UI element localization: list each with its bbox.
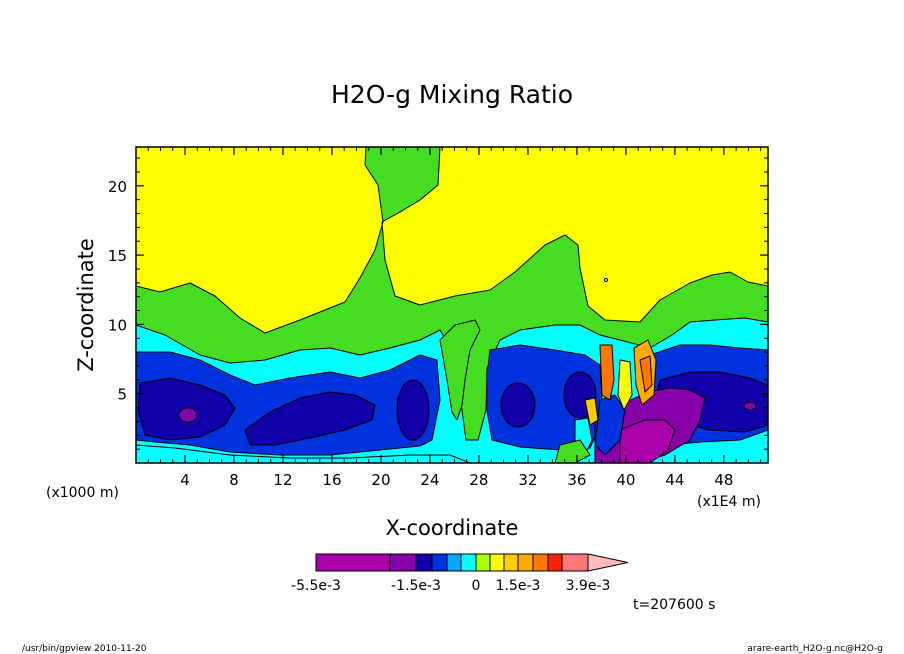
darkblue-core-2 <box>244 391 376 446</box>
x-unit-right: (x1E4 m) <box>697 494 761 510</box>
purple-spot-2 <box>743 401 757 411</box>
colorbar-cell <box>517 553 534 572</box>
colorbar-cell <box>561 553 589 572</box>
x-tick-label: 24 <box>420 471 439 489</box>
colorbar-cell <box>460 553 477 572</box>
colorbar-cell <box>475 553 491 572</box>
y-tick-label: 15 <box>108 247 127 265</box>
y-tick-label: 5 <box>117 386 127 404</box>
colorbar-arrow <box>587 553 629 572</box>
x-tick-label: 4 <box>180 471 190 489</box>
y-axis-ticks: 5 10 15 20 <box>108 157 768 450</box>
y-tick-label: 10 <box>108 316 127 334</box>
colorbar-label: 0 <box>472 578 481 594</box>
footer-right: arare-earth_H2O-g.nc@H2O-g <box>747 644 883 654</box>
colorbar <box>315 553 629 572</box>
colorbar-cell <box>389 553 417 572</box>
green-plume <box>439 319 481 421</box>
x-tick-label: 16 <box>322 471 341 489</box>
orange-streak-1 <box>599 344 615 401</box>
darkblue-core-4 <box>500 382 536 428</box>
x-tick-label: 36 <box>567 471 586 489</box>
marker-dot <box>604 278 608 282</box>
colorbar-label: -1.5e-3 <box>391 578 441 594</box>
y-tick-label: 20 <box>108 178 127 196</box>
darkblue-core-3 <box>396 379 430 441</box>
blue-disturbance <box>594 394 626 456</box>
x-tick-label: 44 <box>665 471 684 489</box>
colorbar-cell <box>547 553 563 572</box>
colorbar-cell <box>315 553 391 572</box>
x-axis-ticks: 4 8 12 16 20 24 28 32 36 40 44 48 <box>147 147 762 489</box>
x-unit-left: (x1000 m) <box>46 485 119 501</box>
x-tick-label: 40 <box>616 471 635 489</box>
y-axis-label: Z-coordinate <box>74 238 98 372</box>
colorbar-label: 1.5e-3 <box>496 578 541 594</box>
magenta-region <box>619 419 676 463</box>
yellow-streak <box>617 359 633 411</box>
footer-left: /usr/bin/gpview 2010-11-20 <box>22 644 147 654</box>
plot-frame <box>135 146 769 464</box>
x-tick-label: 28 <box>469 471 488 489</box>
colorbar-cell <box>446 553 462 572</box>
x-tick-label: 32 <box>518 471 537 489</box>
x-axis-label: X-coordinate <box>386 516 519 540</box>
x-tick-label: 12 <box>273 471 292 489</box>
colorbar-label: 3.9e-3 <box>566 578 611 594</box>
x-tick-label: 20 <box>371 471 390 489</box>
colorbar-cell <box>489 553 505 572</box>
time-label: t=207600 s <box>633 597 715 613</box>
green-bottom <box>554 439 591 463</box>
colorbar-labels: -5.5e-3 -1.5e-3 0 1.5e-3 3.9e-3 <box>291 578 610 594</box>
orange-core <box>639 355 653 393</box>
x-tick-label: 8 <box>229 471 239 489</box>
x-tick-label: 48 <box>714 471 733 489</box>
colorbar-cell <box>503 553 519 572</box>
chart-title: H2O-g Mixing Ratio <box>331 80 573 109</box>
yellow-bit <box>584 397 599 426</box>
purple-spot-1 <box>178 407 198 423</box>
contour-field <box>136 147 768 463</box>
colorbar-cell <box>532 553 549 572</box>
colorbar-label: -5.5e-3 <box>291 578 341 594</box>
colorbar-cell <box>415 553 433 572</box>
colorbar-cell <box>431 553 448 572</box>
cyan-bottom <box>136 444 471 463</box>
